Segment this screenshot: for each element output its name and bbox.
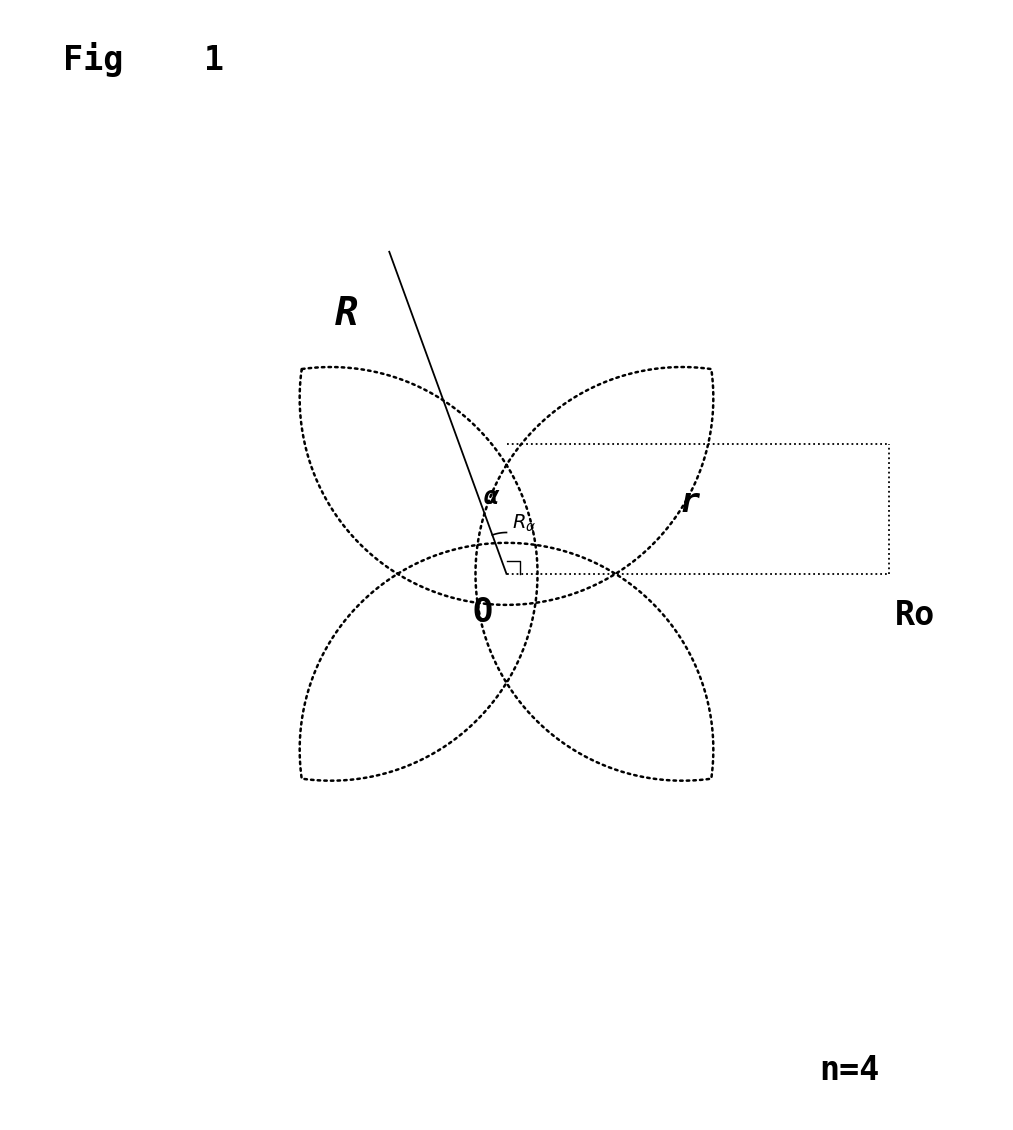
Text: r: r [680,486,700,520]
Text: R: R [335,295,359,333]
Text: Fig    1: Fig 1 [63,42,224,77]
Text: Ro: Ro [895,599,935,632]
Text: $R_{\alpha}$: $R_{\alpha}$ [513,513,537,534]
Text: O: O [473,596,493,628]
Text: α: α [483,485,497,508]
Text: n=4: n=4 [820,1054,879,1087]
